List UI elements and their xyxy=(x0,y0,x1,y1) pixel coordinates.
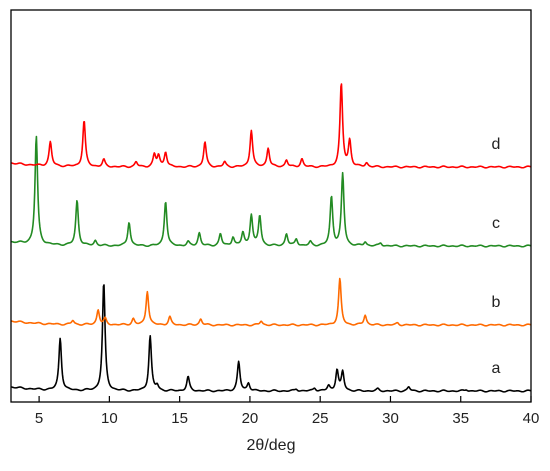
x-tick-label: 10 xyxy=(101,410,118,427)
x-tick-label: 30 xyxy=(382,410,399,427)
x-tick-label: 5 xyxy=(35,410,43,427)
series-line-d xyxy=(11,83,531,169)
x-tick-label: 25 xyxy=(312,410,329,427)
plot-frame xyxy=(10,9,532,403)
x-tick-label: 35 xyxy=(452,410,469,427)
x-tick-label: 40 xyxy=(523,410,540,427)
series-label-b: b xyxy=(492,294,501,311)
x-tick-label: 15 xyxy=(171,410,188,427)
series-label-c: c xyxy=(492,215,500,232)
series-line-b xyxy=(11,277,531,327)
series-line-c xyxy=(11,135,531,248)
series-layer xyxy=(11,83,531,393)
series-labels: a b c d xyxy=(492,136,501,377)
series-label-a: a xyxy=(492,360,501,377)
x-tick-label: 20 xyxy=(242,410,259,427)
x-axis-ticks: 5 10 15 20 25 30 35 40 xyxy=(35,396,539,427)
series-line-a xyxy=(11,284,531,393)
x-axis-title: 2θ/deg xyxy=(247,437,296,454)
series-label-d: d xyxy=(492,136,501,153)
